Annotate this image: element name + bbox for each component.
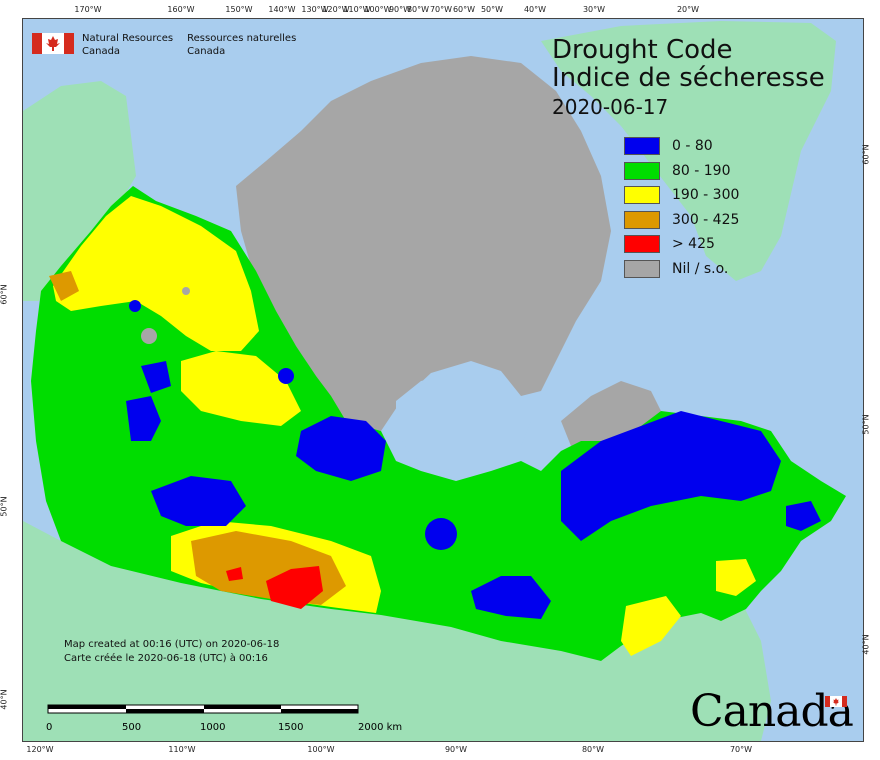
nodata-spot-2	[182, 287, 190, 295]
latitude-label: 40°N	[0, 689, 9, 710]
legend-swatch	[624, 210, 660, 229]
map-title-english: Drought Code	[552, 35, 733, 65]
drought-red-prairie	[266, 566, 323, 609]
longitude-label: 70°W	[729, 745, 753, 754]
agency-en-line2: Canada	[82, 46, 121, 57]
legend-swatch	[624, 235, 660, 254]
latitude-label: 40°N	[861, 634, 871, 655]
agency-en-line1: Natural Resources	[82, 33, 174, 44]
drought-orange-yukon	[49, 271, 79, 301]
land-alaska	[23, 81, 136, 301]
map-title-block: Drought Code Indice de sécheresse 2020-0…	[552, 36, 825, 120]
longitude-label: 90°W	[388, 5, 412, 14]
legend-label: 190 - 300	[672, 187, 740, 204]
legend-item: > 425	[624, 232, 739, 257]
longitude-label: 130°W	[301, 5, 329, 14]
latitude-label: 60°N	[861, 144, 871, 165]
longitude-label: 100°W	[307, 745, 335, 754]
drought-blue-spot-2	[737, 480, 755, 498]
drought-map	[23, 19, 863, 741]
scale-label: 0	[46, 722, 53, 733]
latitude-label: 50°N	[861, 414, 871, 435]
scale-bar: 0 500 1000 1500 2000 km	[46, 704, 406, 738]
land-greenland	[541, 21, 836, 281]
drought-red-spot	[226, 567, 243, 581]
drought-yellow-quebec	[621, 596, 681, 656]
drought-blue-alberta	[151, 476, 246, 526]
longitude-label: 150°W	[225, 5, 253, 14]
legend-swatch	[624, 137, 660, 156]
map-title-french: Indice de sécheresse	[552, 63, 825, 93]
legend-label: Nil / s.o.	[672, 260, 729, 277]
longitude-label: 80°W	[406, 5, 430, 14]
hudson-bay	[396, 373, 531, 471]
scale-label: 2000 km	[358, 722, 403, 733]
created-note-english: Map created at 00:16 (UTC) on 2020-06-18	[64, 639, 280, 650]
drought-blue-ontario-south	[471, 576, 551, 619]
land-usa	[23, 521, 771, 741]
legend-item: 190 - 300	[624, 183, 739, 208]
canada-flag-icon	[32, 33, 74, 54]
longitude-label: 120°W	[26, 745, 54, 754]
longitude-label: 170°W	[74, 5, 102, 14]
drought-blue-quebec	[561, 411, 781, 541]
legend-item: 80 - 190	[624, 159, 739, 184]
longitude-label: 110°W	[343, 5, 371, 14]
wordmark-flag-icon	[825, 692, 847, 707]
longitude-label: 140°W	[268, 5, 296, 14]
legend-label: 300 - 425	[672, 211, 740, 228]
legend-item: 300 - 425	[624, 208, 739, 233]
drought-yellow-northwest	[53, 196, 259, 351]
longitude-label: 80°W	[581, 745, 605, 754]
drought-blue-spot-3	[129, 300, 141, 312]
legend-item: 0 - 80	[624, 134, 739, 159]
legend-item: Nil / s.o.	[624, 257, 739, 282]
created-note-french: Carte créée le 2020-06-18 (UTC) à 00:16	[64, 653, 268, 664]
scale-label: 500	[122, 722, 142, 733]
longitude-label: 110°W	[168, 745, 196, 754]
drought-yellow-maritime	[716, 559, 756, 596]
drought-yellow-mid	[181, 351, 301, 426]
longitude-label: 50°W	[480, 5, 504, 14]
longitude-label: 160°W	[167, 5, 195, 14]
longitude-label: 60°W	[452, 5, 476, 14]
agency-name-english: Natural Resources Canada	[82, 32, 173, 58]
legend: 0 - 80 80 - 190 190 - 300 300 - 425 > 425 Nil…	[624, 134, 739, 281]
latitude-label: 60°N	[0, 284, 9, 305]
legend-label: 0 - 80	[672, 138, 713, 155]
legend-swatch	[624, 259, 660, 278]
map-date: 2020-06-17	[552, 95, 669, 119]
agency-signature: Natural Resources Canada Ressources natu…	[32, 32, 310, 58]
longitude-label: 20°W	[676, 5, 700, 14]
nodata-spot-1	[141, 328, 157, 344]
drought-blue-spot-1	[278, 368, 294, 384]
canada-wordmark: Canada	[690, 686, 854, 737]
longitude-label: 100°W	[364, 5, 392, 14]
longitude-label: 30°W	[582, 5, 606, 14]
drought-blue-nwt	[141, 361, 171, 393]
longitude-label: 90°W	[444, 745, 468, 754]
legend-swatch	[624, 186, 660, 205]
agency-name-french: Ressources naturelles Canada	[187, 32, 296, 58]
legend-swatch	[624, 161, 660, 180]
drought-blue-bc	[126, 396, 161, 441]
scale-label: 1500	[278, 722, 304, 733]
agency-fr-line2: Canada	[187, 46, 226, 57]
latitude-label: 50°N	[0, 496, 9, 517]
map-created-note: Map created at 00:16 (UTC) on 2020-06-18…	[64, 638, 279, 666]
legend-label: > 425	[672, 236, 715, 253]
drought-blue-newfoundland	[786, 501, 821, 531]
nodata-arctic	[236, 56, 611, 431]
drought-blue-lake	[425, 518, 457, 550]
agency-fr-line1: Ressources naturelles	[187, 33, 297, 44]
longitude-label: 120°W	[322, 5, 350, 14]
scale-label: 1000	[200, 722, 226, 733]
map-frame	[22, 18, 864, 742]
drought-blue-ontario-north	[296, 416, 386, 481]
longitude-label: 70°W	[429, 5, 453, 14]
longitude-label: 40°W	[523, 5, 547, 14]
legend-label: 80 - 190	[672, 162, 731, 179]
